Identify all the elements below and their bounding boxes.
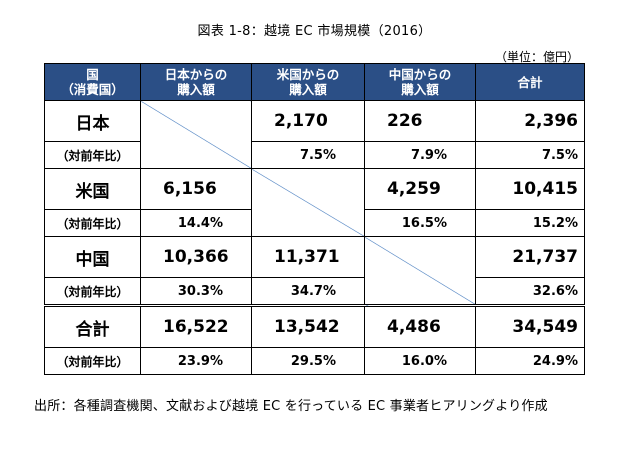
table-row: （対前年比） 23.9% 29.5% 16.0% 24.9%	[44, 347, 585, 375]
header-label: 国 （消費国）	[61, 67, 124, 97]
yoy-cell: 34.7%	[251, 277, 365, 306]
header-label: 中国からの 購入額	[388, 67, 452, 97]
total-cell: 21,737	[475, 236, 585, 278]
table-row: 米国 6,156 4,259 10,415	[44, 168, 585, 237]
yoy-label: （対前年比）	[44, 347, 141, 375]
value-cell: 4,259	[364, 168, 476, 210]
header-cell: 合計	[475, 63, 585, 101]
yoy-total-cell: 15.2%	[475, 209, 585, 237]
yoy-total-cell: 32.6%	[475, 277, 585, 306]
header-cell: 国 （消費国）	[44, 63, 141, 101]
yoy-cell: 14.4%	[140, 209, 252, 237]
value-cell: 10,366	[140, 236, 252, 278]
diagonal-cell	[364, 236, 476, 306]
table-row: （対前年比） 14.4% 16.5% 15.2%	[44, 209, 585, 237]
yoy-cell: 16.0%	[364, 347, 476, 375]
header-label: 米国からの 購入額	[276, 67, 340, 97]
total-cell: 2,396	[475, 100, 585, 142]
header-cell: 中国からの 購入額	[364, 63, 476, 101]
ec-market-table: 国 （消費国） 日本からの 購入額 米国からの 購入額 中国からの 購入額 合計…	[44, 63, 585, 375]
country-label: 合計	[44, 304, 141, 348]
diagonal-cell	[140, 100, 252, 169]
yoy-label: （対前年比）	[44, 209, 141, 237]
table-row: （対前年比） 7.5% 7.9% 7.5%	[44, 141, 585, 169]
yoy-cell: 7.5%	[251, 141, 365, 169]
country-label: 中国	[44, 236, 141, 278]
table-row: （対前年比） 30.3% 34.7% 32.6%	[44, 277, 585, 306]
source-note: 出所：各種調査機関、文献および越境 EC を行っている EC 事業者ヒアリングよ…	[34, 399, 548, 414]
yoy-label: （対前年比）	[44, 141, 141, 169]
header-label: 日本からの 購入額	[164, 67, 228, 97]
value-cell: 226	[364, 100, 476, 142]
header-row: 国 （消費国） 日本からの 購入額 米国からの 購入額 中国からの 購入額 合計	[44, 63, 585, 101]
value-cell: 6,156	[140, 168, 252, 210]
yoy-cell: 16.5%	[364, 209, 476, 237]
value-cell: 4,486	[364, 304, 476, 348]
yoy-total-cell: 7.5%	[475, 141, 585, 169]
table-row: 中国 10,366 11,371 21,737	[44, 236, 585, 306]
header-cell: 日本からの 購入額	[140, 63, 252, 101]
total-cell: 10,415	[475, 168, 585, 210]
yoy-cell: 7.9%	[364, 141, 476, 169]
yoy-cell: 23.9%	[140, 347, 252, 375]
yoy-cell: 30.3%	[140, 277, 252, 306]
yoy-label: （対前年比）	[44, 277, 141, 306]
value-cell: 11,371	[251, 236, 365, 278]
header-cell: 米国からの 購入額	[251, 63, 365, 101]
value-cell: 2,170	[251, 100, 365, 142]
yoy-cell: 29.5%	[251, 347, 365, 375]
unit-note: （単位：億円）	[494, 50, 579, 64]
diagonal-cell	[251, 168, 365, 237]
country-label: 米国	[44, 168, 141, 210]
figure-title: 図表 1-8：越境 EC 市場規模（2016）	[197, 24, 432, 39]
yoy-total-cell: 24.9%	[475, 347, 585, 375]
value-cell: 13,542	[251, 304, 365, 348]
table-row: 合計 16,522 13,542 4,486 34,549	[44, 304, 585, 348]
country-label: 日本	[44, 100, 141, 142]
header-label: 合計	[517, 74, 543, 90]
total-cell: 34,549	[475, 304, 585, 348]
value-cell: 16,522	[140, 304, 252, 348]
table-row: 日本 2,170 226 2,396	[44, 100, 585, 169]
